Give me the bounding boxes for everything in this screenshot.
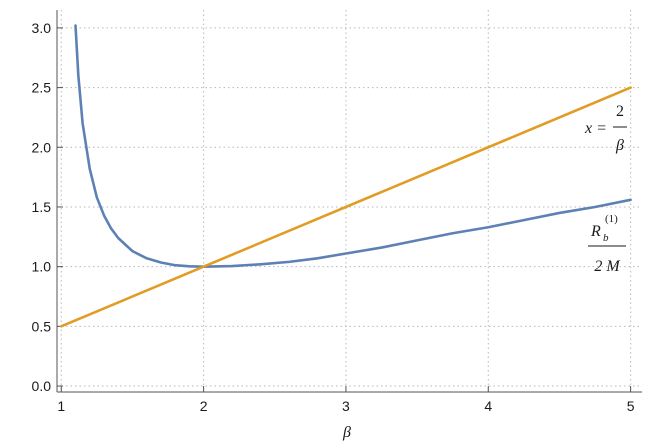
blue-annotation-denominator: 2 M [594,258,621,275]
series-orange-line [59,86,632,328]
blue-annotation-main: R [590,223,601,240]
y-tick-label: 0.0 [32,378,52,394]
y-tick-label: 2.5 [32,80,52,96]
x-tick-label: 5 [627,398,635,414]
orange-annotation-lhs: x = [584,120,607,137]
axes-layer [56,10,642,393]
orange-annotation-denominator: β [615,137,624,154]
x-tick-label: 4 [484,398,492,414]
y-tick-label: 3.0 [32,20,52,36]
orange-annotation-numerator: 2 [616,103,624,120]
x-tick-label: 2 [200,398,208,414]
x-tick-label: 3 [342,398,350,414]
series-layer [59,24,632,328]
grid-layer [57,10,642,392]
x-tick-label: 1 [57,398,65,414]
blue-annotation-superscript: (1) [605,213,618,225]
y-tick-label: 1.0 [32,259,52,275]
y-tick-label: 0.5 [32,318,52,334]
series-blue-curve [74,24,632,268]
orange-curve-annotation: x = 2 β [584,103,627,154]
blue-curve-annotation: R b (1) 2 M [588,213,626,275]
y-tick-label: 2.0 [32,139,52,155]
x-axis-label: β [342,424,351,441]
tick-layer: 1 2 3 4 5 0.0 0.5 1.0 1.5 2.0 2.5 3.0 [32,20,635,414]
y-tick-label: 1.5 [32,199,52,215]
blue-annotation-subscript: b [603,232,609,244]
